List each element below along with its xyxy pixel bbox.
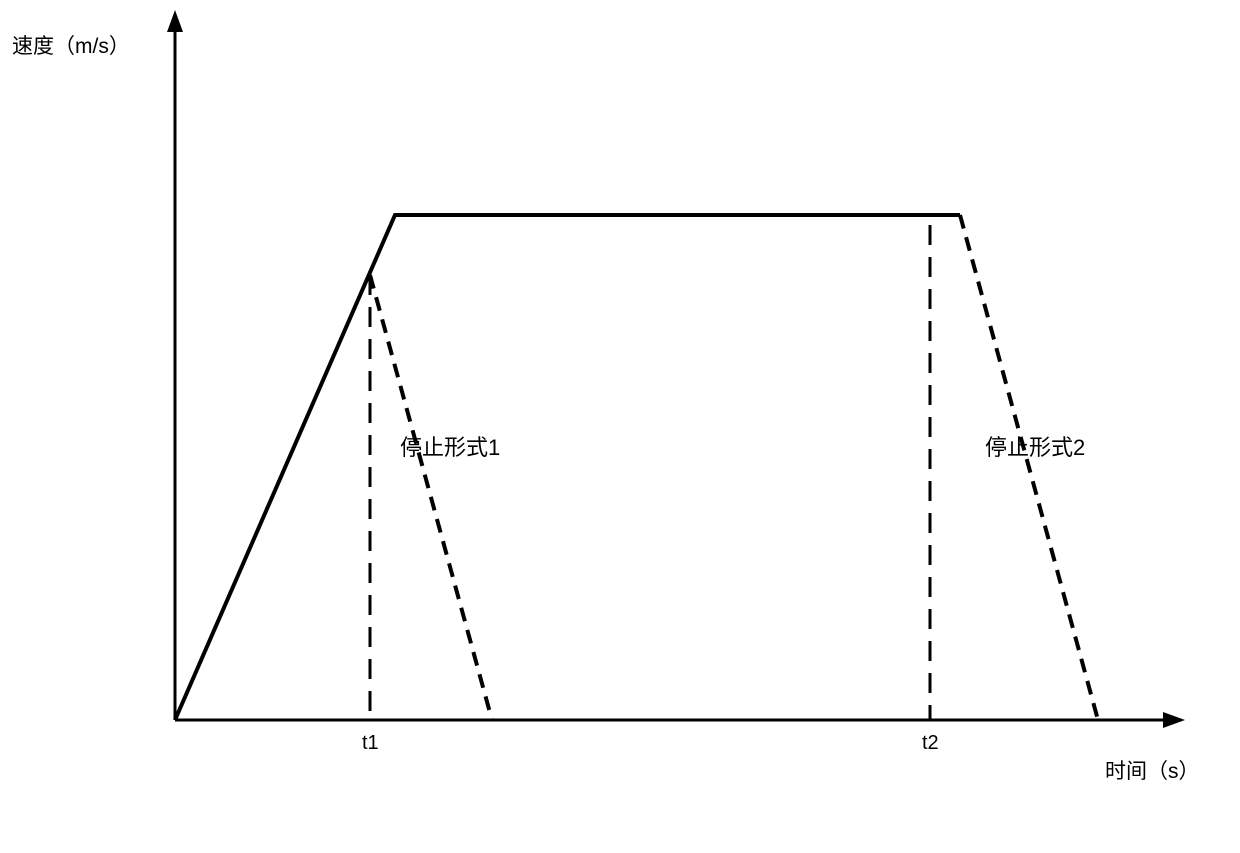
tick-t1: t1 bbox=[362, 732, 379, 755]
y-axis-label: 速度（m/s） bbox=[12, 30, 130, 60]
tick-t2: t2 bbox=[922, 732, 939, 755]
x-axis-label: 时间（s） bbox=[1105, 755, 1200, 785]
stop1-decline-line bbox=[370, 275, 492, 720]
stop2-decline-line bbox=[960, 215, 1098, 720]
y-axis-arrow bbox=[167, 10, 183, 32]
chart-svg bbox=[0, 0, 1240, 848]
stop-mode-2-label: 停止形式2 bbox=[985, 430, 1085, 462]
velocity-time-chart: 速度（m/s） 时间（s） t1 t2 停止形式1 停止形式2 bbox=[0, 0, 1240, 848]
x-axis-arrow bbox=[1163, 712, 1185, 728]
velocity-profile-line bbox=[175, 215, 960, 720]
stop-mode-1-label: 停止形式1 bbox=[400, 430, 500, 462]
